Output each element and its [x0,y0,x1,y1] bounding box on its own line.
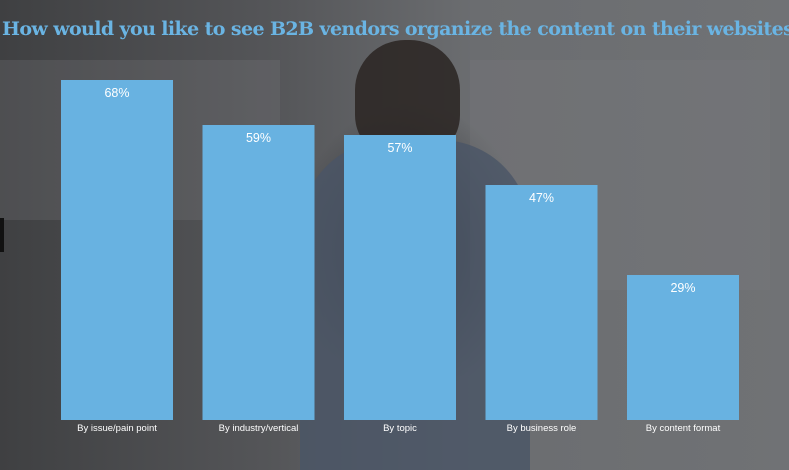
category-label-by-topic: By topic [383,423,417,434]
left-edge-tab [0,218,4,252]
category-label-by-issue-pain-point: By issue/pain point [77,423,157,434]
category-label-by-business-role: By business role [507,423,577,434]
value-label-by-business-role: 47% [529,191,554,205]
bar-by-issue-pain-point [61,80,173,420]
bar-by-business-role [485,185,598,420]
bar-by-content-format [627,275,739,420]
value-label-by-content-format: 29% [670,281,695,295]
value-label-by-topic: 57% [387,141,412,155]
chart-title: How would you like to see B2B vendors or… [2,18,789,40]
value-label-by-industry-vertical: 59% [246,131,271,145]
bar-by-topic [344,135,456,420]
bar-by-industry-vertical [202,125,315,420]
category-label-by-content-format: By content format [646,423,721,434]
value-label-by-issue-pain-point: 68% [104,86,129,100]
category-label-by-industry-vertical: By industry/vertical [219,423,299,434]
